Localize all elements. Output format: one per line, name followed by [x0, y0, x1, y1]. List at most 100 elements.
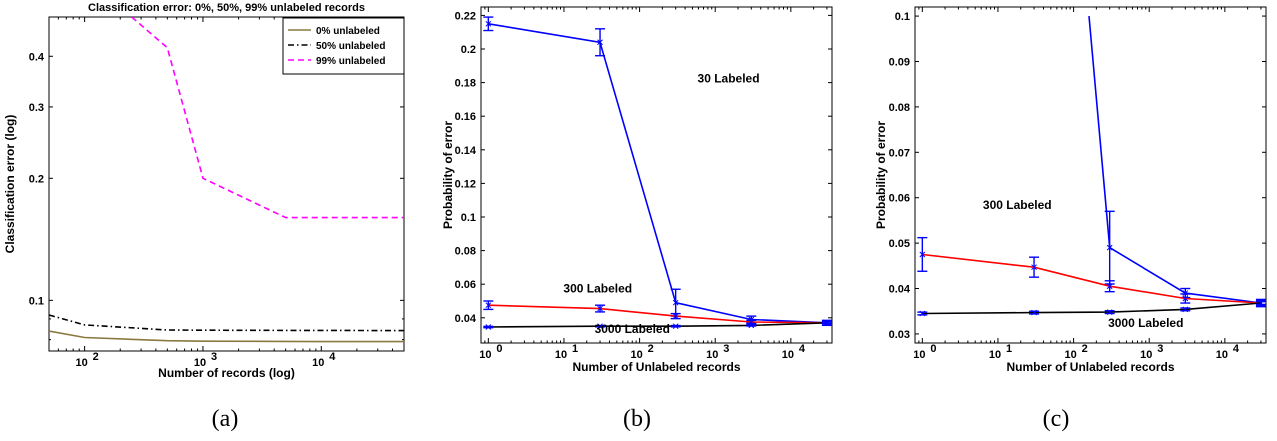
data-point — [919, 251, 926, 258]
legend-label: 99% unlabeled — [316, 56, 385, 67]
data-point — [1182, 295, 1189, 302]
data-point — [1106, 244, 1113, 251]
legend-label: 50% unlabeled — [316, 41, 385, 52]
series-line-0 — [1088, 16, 1262, 304]
y-tick-label: 0.12 — [455, 178, 476, 190]
series-line-1 — [49, 314, 404, 332]
x-tick-label: 10 — [479, 349, 491, 361]
x-tick-exponent: 4 — [1233, 343, 1240, 355]
x-tick-label: 10 — [913, 349, 925, 361]
y-tick-label: 0.14 — [455, 145, 477, 157]
legend: 0% unlabeled 50% unlabeled 99% unlabeled — [282, 17, 405, 75]
y-tick-label: 0.04 — [889, 284, 911, 296]
series-line-2 — [131, 17, 404, 219]
y-tick-label: 0.3 — [29, 102, 44, 114]
caption-c: (c) — [1043, 406, 1070, 432]
y-tick-label: 0.07 — [889, 147, 910, 159]
series-annotation: 300 Labeled — [563, 282, 632, 296]
y-tick-label: 0.1 — [29, 295, 44, 307]
x-tick-exponent: 1 — [572, 343, 578, 355]
data-point — [597, 305, 603, 312]
x-tick-exponent: 2 — [648, 343, 654, 355]
data-point — [672, 299, 679, 306]
y-tick-label: 0.03 — [889, 329, 910, 341]
x-tick-label: 10 — [1216, 349, 1228, 361]
plot-area — [483, 16, 832, 330]
y-tick-label: 0.1 — [895, 11, 910, 23]
data-point — [1031, 264, 1037, 271]
x-tick-exponent: 2 — [1082, 343, 1088, 355]
x-tick-exponent: 4 — [799, 343, 806, 355]
data-point — [597, 323, 603, 330]
y-tick-label: 0.22 — [455, 10, 476, 22]
data-point — [1182, 290, 1189, 296]
x-tick-exponent: 4 — [329, 351, 336, 363]
x-tick-label: 10 — [706, 349, 718, 361]
caption-a: (a) — [212, 406, 239, 432]
y-tick-label: 0.06 — [455, 279, 476, 291]
y-tick-label: 0.04 — [455, 313, 477, 325]
series-annotation: 3000 Labeled — [1108, 316, 1183, 330]
data-point — [1258, 300, 1264, 306]
y-tick-label: 0.08 — [889, 102, 910, 114]
chart-b: 0.04 0.06 0.08 0.1 0.12 0.14 0.16 0.18 0.2 0.22 10… — [441, 6, 833, 374]
x-tick-label: 10 — [1064, 349, 1076, 361]
x-tick-label: 10 — [989, 349, 1001, 361]
x-tick-exponent: 0 — [930, 343, 936, 355]
y-tick-label: 0.08 — [455, 246, 476, 258]
x-axis-label: Number of Unlabeled records — [1006, 360, 1174, 374]
x-tick-exponent: 3 — [723, 343, 729, 355]
data-point — [485, 324, 492, 330]
series-annotation: 30 Labeled — [698, 72, 760, 86]
data-point — [1182, 306, 1189, 313]
y-tick-label: 0.2 — [29, 173, 44, 185]
chart-c: 0.03 0.04 0.05 0.06 0.07 0.08 0.09 0.1 10 0 10 1 10 2… — [874, 6, 1267, 374]
x-tick-label: 10 — [75, 357, 87, 369]
x-tick-exponent: 2 — [93, 351, 99, 363]
data-point — [597, 39, 603, 46]
data-point — [1106, 309, 1113, 315]
y-tick-label: 0.2 — [461, 44, 476, 56]
plot-area — [49, 17, 404, 343]
series-annotation: 300 Labeled — [983, 198, 1052, 212]
plot-frame — [914, 6, 1267, 344]
legend-box — [282, 17, 405, 75]
data-point — [485, 20, 492, 27]
x-axis-label: Number of Unlabeled records — [572, 360, 740, 374]
series-line-0 — [49, 330, 404, 343]
y-tick-label: 0.09 — [889, 56, 910, 68]
y-tick-label: 0.18 — [455, 78, 476, 90]
y-tick-label: 0.16 — [455, 111, 476, 123]
x-tick-label: 10 — [630, 349, 642, 361]
data-point — [672, 323, 679, 330]
y-tick-label: 0.1 — [461, 212, 476, 224]
data-point — [824, 319, 830, 326]
x-tick-label: 10 — [782, 349, 794, 361]
data-point — [919, 310, 926, 317]
y-axis-label: Probability of error — [441, 121, 455, 229]
series-line-2 — [922, 302, 1261, 315]
chart-a: Classification error: 0%, 50%, 99% unlab… — [3, 2, 405, 380]
x-tick-exponent: 3 — [1157, 343, 1163, 355]
y-tick-label: 0.05 — [889, 238, 910, 250]
caption-b: (b) — [623, 406, 651, 432]
plot-frame — [48, 16, 405, 352]
legend-label: 0% unlabeled — [316, 26, 380, 37]
chart-title: Classification error: 0%, 50%, 99% unlab… — [88, 2, 365, 14]
y-tick-label: 0.4 — [29, 51, 45, 63]
series-line-0 — [488, 23, 827, 324]
data-point — [1031, 309, 1037, 316]
data-point — [485, 302, 492, 309]
x-tick-label: 10 — [312, 357, 324, 369]
x-tick-exponent: 3 — [211, 351, 217, 363]
data-point — [1106, 283, 1113, 290]
series-annotation: 3000 Labeled — [595, 322, 670, 336]
x-tick-label: 10 — [1140, 349, 1152, 361]
plot-frame — [480, 6, 833, 344]
x-tick-label: 10 — [555, 349, 567, 361]
y-axis-label: Probability of error — [874, 121, 888, 229]
x-tick-label: 10 — [194, 357, 206, 369]
data-point — [748, 322, 755, 329]
x-tick-exponent: 1 — [1006, 343, 1012, 355]
